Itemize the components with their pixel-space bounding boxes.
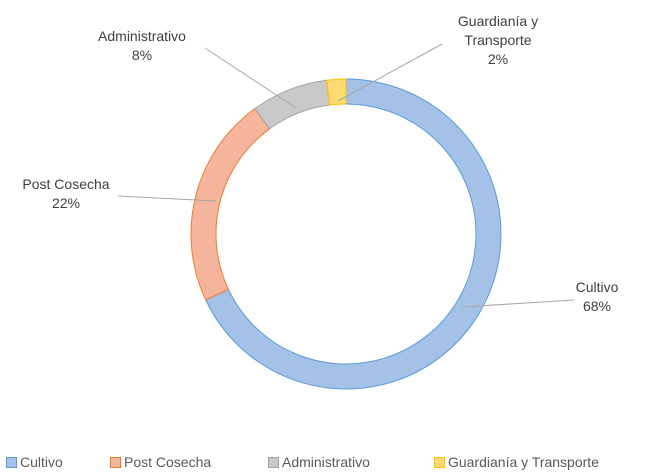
data-label-name: Post Cosecha — [22, 176, 110, 192]
data-label-name: Guardianía y Transporte — [457, 13, 539, 48]
slice — [254, 79, 331, 130]
leader-line — [337, 43, 443, 102]
data-label-value: 22% — [51, 195, 81, 211]
legend-item: Administrativo — [268, 452, 370, 472]
legend-swatch — [268, 457, 279, 468]
data-label: Cultivo 68% — [560, 278, 634, 316]
slice — [205, 78, 502, 390]
slice — [326, 78, 347, 106]
data-label-value: 68% — [582, 298, 612, 314]
legend-item: Cultivo — [6, 452, 63, 472]
leader-line — [204, 47, 297, 109]
slice — [190, 107, 271, 301]
legend-label: Post Cosecha — [124, 454, 212, 470]
legend-label: Cultivo — [20, 454, 63, 470]
legend-swatch — [110, 457, 121, 468]
slices — [190, 78, 502, 390]
legend-swatch — [6, 457, 17, 468]
leader-line — [461, 299, 575, 308]
data-label-name: Administrativo — [98, 28, 186, 44]
legend-swatch — [434, 457, 445, 468]
legend-label: Administrativo — [282, 454, 370, 470]
data-label: Guardianía y Transporte 2% — [418, 12, 578, 69]
legend-label: Guardianía y Transporte — [448, 454, 599, 470]
data-label-value: 2% — [487, 51, 509, 67]
leader-lines — [117, 43, 575, 308]
data-label-value: 8% — [131, 47, 153, 63]
legend-item: Post Cosecha — [110, 452, 211, 472]
data-label-name: Cultivo — [575, 279, 619, 295]
data-label: Administrativo 8% — [72, 27, 212, 65]
data-label: Post Cosecha 22% — [0, 175, 132, 213]
leader-line — [117, 195, 217, 202]
legend-item: Guardianía y Transporte — [434, 452, 599, 472]
